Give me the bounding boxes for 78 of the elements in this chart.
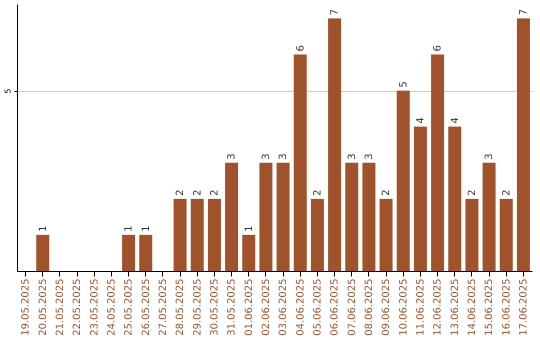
data-label: 3 xyxy=(484,153,496,160)
bar xyxy=(500,198,513,271)
bar xyxy=(276,162,290,271)
x-tick-label: 11.06.2025 xyxy=(415,278,426,336)
data-label: 2 xyxy=(466,189,478,196)
data-label: 2 xyxy=(209,189,220,196)
data-label: 2 xyxy=(192,189,204,196)
data-label: 7 xyxy=(330,9,341,16)
x-tick-label: 17.06.2025 xyxy=(518,278,530,336)
bar xyxy=(362,162,376,271)
x-tick-label: 10.06.2025 xyxy=(398,278,410,336)
bar xyxy=(448,126,462,271)
x-tick-label: 30.05.2025 xyxy=(209,278,220,336)
data-label: 2 xyxy=(312,189,324,196)
bar xyxy=(516,18,530,271)
x-tick-label: 03.06.2025 xyxy=(278,278,290,336)
data-label: 2 xyxy=(175,189,186,196)
bar xyxy=(328,18,342,271)
bar xyxy=(380,198,393,271)
x-tick-label: 16.06.2025 xyxy=(501,278,512,336)
x-tick-label: 31.05.2025 xyxy=(226,278,238,336)
data-label: 3 xyxy=(364,153,375,160)
x-tick-label: 22.05.2025 xyxy=(72,278,84,336)
data-label: 1 xyxy=(244,226,255,232)
bar xyxy=(345,162,358,271)
bar xyxy=(431,54,444,271)
bar xyxy=(465,198,478,271)
data-label: 6 xyxy=(432,45,444,52)
bar xyxy=(310,198,324,271)
bar xyxy=(242,234,256,271)
x-tick-label: 12.06.2025 xyxy=(432,278,444,336)
x-tick-label: 01.06.2025 xyxy=(244,278,255,336)
x-tick-label: 21.05.2025 xyxy=(54,278,66,336)
x-tick-label: 08.06.2025 xyxy=(364,278,375,336)
data-label: 6 xyxy=(295,45,306,52)
bar xyxy=(294,54,307,271)
data-label: 4 xyxy=(415,117,426,124)
data-label: 4 xyxy=(450,117,461,124)
data-label: 2 xyxy=(501,189,512,196)
bar xyxy=(225,162,238,271)
data-label: 3 xyxy=(346,153,358,160)
x-tick-label: 14.06.2025 xyxy=(466,278,478,336)
bar xyxy=(259,162,272,271)
x-tick-label: 19.05.2025 xyxy=(20,278,32,336)
data-label: 7 xyxy=(518,9,530,16)
x-tick-label: 27.05.2025 xyxy=(158,278,169,336)
x-tick-label: 23.05.2025 xyxy=(89,278,100,336)
data-label: 1 xyxy=(124,226,135,232)
data-label: 1 xyxy=(38,226,49,232)
data-label: 3 xyxy=(226,153,238,160)
bar xyxy=(482,162,496,271)
x-tick-label: 28.05.2025 xyxy=(175,278,186,336)
x-tick-label: 02.06.2025 xyxy=(260,278,272,336)
data-label: 3 xyxy=(278,153,290,160)
x-tick-label: 29.05.2025 xyxy=(192,278,204,336)
data-label: 3 xyxy=(260,153,272,160)
x-tick-label: 04.06.2025 xyxy=(295,278,306,336)
bar xyxy=(208,198,221,271)
bar xyxy=(174,198,187,271)
bar xyxy=(414,126,427,271)
x-tick-label: 25.05.2025 xyxy=(124,278,135,336)
data-label: 2 xyxy=(381,189,392,196)
x-tick-label: 13.06.2025 xyxy=(450,278,461,336)
x-tick-label: 06.06.2025 xyxy=(330,278,341,336)
x-tick-label: 09.06.2025 xyxy=(381,278,392,336)
data-label: 5 xyxy=(398,81,410,88)
bar xyxy=(190,198,204,271)
x-tick-label: 05.06.2025 xyxy=(312,278,324,336)
x-tick-label: 07.06.2025 xyxy=(346,278,358,336)
x-tick-label: 15.06.2025 xyxy=(484,278,496,336)
bar xyxy=(396,90,410,271)
bar xyxy=(36,234,50,271)
data-label: 1 xyxy=(140,226,152,232)
bar xyxy=(139,234,152,271)
x-tick-label: 26.05.2025 xyxy=(140,278,152,336)
x-tick-label: 20.05.2025 xyxy=(38,278,49,336)
bar xyxy=(122,234,136,271)
x-tick-label: 24.05.2025 xyxy=(106,278,118,336)
